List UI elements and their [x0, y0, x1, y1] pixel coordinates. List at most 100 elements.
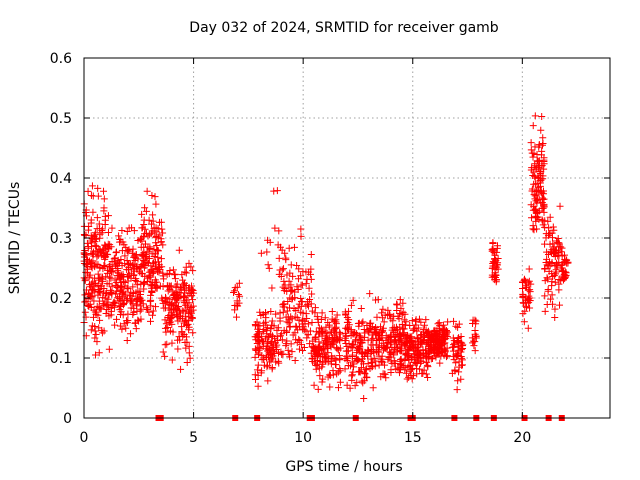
data-point — [293, 283, 301, 291]
data-point — [293, 314, 301, 322]
data-point — [132, 325, 140, 333]
data-point — [401, 332, 409, 340]
y-axis-title: SRMTID / TECUs — [7, 182, 23, 295]
data-point — [117, 256, 125, 264]
data-point — [551, 278, 559, 286]
data-point — [398, 347, 406, 355]
data-point — [525, 277, 533, 285]
data-point — [296, 337, 304, 345]
data-point — [159, 241, 167, 249]
data-point — [123, 256, 131, 264]
data-point — [94, 282, 102, 290]
data-point — [401, 310, 409, 318]
data-point — [151, 193, 159, 201]
data-point — [146, 297, 154, 305]
data-point — [253, 366, 261, 374]
data-point — [104, 251, 112, 259]
data-point — [98, 227, 106, 235]
data-point — [82, 209, 90, 217]
data-point — [353, 378, 361, 386]
data-point — [316, 342, 324, 350]
data-point — [388, 344, 396, 352]
data-point — [138, 210, 146, 218]
data-point — [532, 188, 540, 196]
data-point — [365, 329, 373, 337]
data-point — [545, 224, 553, 232]
data-point — [182, 306, 190, 314]
data-point — [123, 227, 131, 235]
data-point — [275, 227, 283, 235]
data-point — [533, 151, 541, 159]
data-point — [348, 351, 356, 359]
data-point — [320, 353, 328, 361]
data-point — [145, 216, 153, 224]
data-point — [172, 289, 180, 297]
data-point — [84, 242, 92, 250]
data-point — [150, 224, 158, 232]
data-point — [94, 184, 102, 192]
data-point — [438, 340, 446, 348]
data-point — [100, 187, 108, 195]
data-point — [542, 230, 550, 238]
data-point — [302, 280, 310, 288]
data-point — [166, 266, 174, 274]
data-point — [559, 267, 567, 275]
data-point — [421, 332, 429, 340]
data-point — [288, 315, 296, 323]
data-point — [119, 238, 127, 246]
data-point — [269, 352, 277, 360]
data-point — [149, 211, 157, 219]
data-point — [410, 358, 418, 366]
data-point — [287, 261, 295, 269]
data-point — [519, 299, 527, 307]
data-point — [99, 294, 107, 302]
data-point — [394, 325, 402, 333]
data-point — [548, 249, 556, 257]
data-point — [275, 359, 283, 367]
data-point — [146, 231, 154, 239]
data-point — [178, 271, 186, 279]
data-point — [520, 318, 528, 326]
data-point — [102, 245, 110, 253]
data-point — [399, 299, 407, 307]
data-point — [89, 208, 97, 216]
data-point — [382, 332, 390, 340]
data-point — [342, 332, 350, 340]
data-point — [133, 281, 141, 289]
data-point — [375, 342, 383, 350]
data-point — [525, 265, 533, 273]
data-point — [187, 263, 195, 271]
data-point — [107, 274, 115, 282]
data-point — [260, 326, 268, 334]
data-point — [452, 359, 460, 367]
data-point — [270, 341, 278, 349]
data-point — [433, 327, 441, 335]
data-point — [189, 296, 197, 304]
data-point — [360, 352, 368, 360]
data-point — [104, 212, 112, 220]
data-point — [408, 338, 416, 346]
data-point — [405, 356, 413, 364]
data-point — [108, 257, 116, 265]
data-points — [80, 112, 572, 421]
data-point — [152, 303, 160, 311]
data-point — [380, 318, 388, 326]
data-point — [458, 346, 466, 354]
data-point — [96, 287, 104, 295]
data-point — [142, 240, 150, 248]
data-point — [174, 345, 182, 353]
data-point — [493, 263, 501, 271]
data-point — [81, 298, 89, 306]
data-point — [316, 358, 324, 366]
data-point — [159, 229, 167, 237]
data-point — [122, 324, 130, 332]
data-point — [300, 343, 308, 351]
data-point — [434, 320, 442, 328]
data-point — [410, 325, 418, 333]
data-point — [376, 332, 384, 340]
data-point — [87, 326, 95, 334]
data-point — [151, 281, 159, 289]
data-point — [278, 246, 286, 254]
data-point — [420, 366, 428, 374]
data-point — [136, 287, 144, 295]
